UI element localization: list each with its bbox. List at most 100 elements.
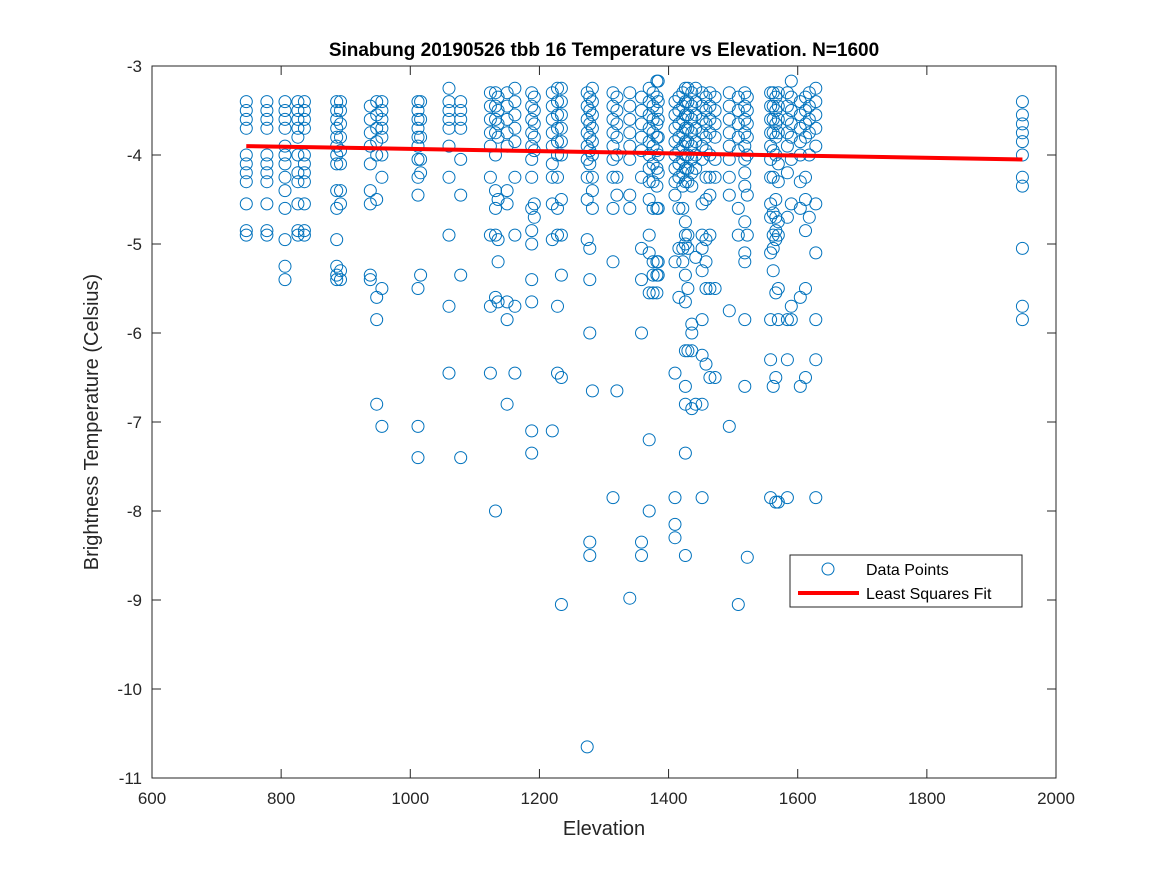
data-point	[623, 591, 637, 605]
data-point	[508, 228, 522, 242]
data-point	[703, 228, 717, 242]
data-point	[780, 139, 794, 153]
data-point	[278, 259, 292, 273]
data-point	[610, 170, 624, 184]
data-point	[483, 170, 497, 184]
data-point	[491, 130, 505, 144]
data-point	[239, 228, 253, 242]
data-point	[239, 157, 253, 171]
data-point	[780, 491, 794, 505]
x-axis-label: Elevation	[563, 818, 645, 840]
data-point	[489, 504, 502, 518]
data-point	[585, 121, 599, 135]
data-point	[330, 112, 344, 126]
data-point	[769, 193, 783, 206]
data-point	[695, 348, 709, 362]
data-point	[731, 144, 745, 158]
data-point	[681, 95, 695, 109]
data-point	[771, 215, 785, 229]
data-point	[508, 299, 522, 313]
data-point	[642, 121, 656, 135]
data-point	[330, 95, 344, 109]
data-point	[239, 104, 253, 117]
data-point	[525, 237, 539, 251]
data-point	[699, 233, 713, 247]
data-point	[802, 99, 816, 113]
data-point	[527, 117, 541, 131]
data-point	[297, 112, 311, 126]
data-point	[651, 130, 665, 144]
data-point	[1015, 148, 1029, 162]
data-point	[764, 197, 778, 211]
data-point	[500, 313, 514, 327]
data-point	[635, 130, 648, 144]
data-point	[668, 491, 682, 505]
data-point	[508, 81, 522, 95]
data-point	[780, 166, 794, 180]
data-point	[651, 166, 665, 180]
data-point	[527, 90, 541, 104]
data-point	[681, 344, 695, 358]
data-point	[527, 130, 541, 144]
data-point	[606, 255, 620, 269]
data-point	[278, 112, 292, 126]
data-point	[260, 157, 274, 171]
data-point	[738, 379, 752, 393]
data-point	[411, 104, 425, 117]
data-point	[585, 135, 599, 149]
data-point	[1015, 95, 1029, 109]
data-point	[681, 241, 695, 255]
data-point	[330, 268, 344, 282]
x-tick-label: 800	[267, 789, 295, 808]
y-tick-label: -9	[127, 591, 142, 610]
data-point	[334, 104, 347, 117]
data-point	[411, 95, 425, 109]
data-point	[411, 451, 425, 465]
data-point	[363, 197, 377, 211]
data-point	[722, 304, 736, 318]
data-point	[1015, 108, 1029, 122]
data-point	[623, 201, 637, 215]
data-point	[330, 157, 344, 171]
data-point	[650, 90, 664, 104]
data-point	[651, 95, 665, 109]
data-point	[239, 95, 253, 109]
data-point	[291, 95, 305, 109]
data-point	[606, 86, 620, 100]
data-point	[672, 104, 686, 117]
data-point	[799, 170, 812, 184]
data-point	[695, 112, 709, 126]
data-point	[651, 74, 665, 88]
data-point	[642, 193, 656, 206]
data-point	[703, 371, 717, 384]
data-point	[583, 326, 597, 340]
data-point	[551, 135, 564, 149]
data-point	[699, 130, 713, 144]
data-point	[799, 282, 812, 295]
data-point	[585, 148, 599, 162]
data-point	[635, 241, 648, 255]
data-point	[802, 112, 816, 126]
data-point	[672, 241, 686, 255]
data-point	[370, 313, 384, 327]
data-point	[291, 148, 305, 162]
data-point	[780, 210, 794, 224]
data-point	[699, 90, 713, 104]
data-point	[722, 99, 736, 113]
data-point	[370, 193, 384, 206]
data-point	[668, 121, 682, 135]
data-point	[699, 170, 713, 184]
data-point	[676, 201, 690, 215]
data-point	[330, 259, 344, 273]
data-point	[635, 273, 648, 287]
data-point	[442, 366, 456, 380]
data-point	[695, 197, 709, 211]
data-point	[642, 228, 656, 242]
x-tick-label: 1600	[779, 789, 817, 808]
data-point	[766, 170, 780, 184]
data-point	[580, 740, 594, 754]
data-point	[699, 144, 713, 158]
data-point	[731, 90, 745, 104]
data-point	[731, 228, 745, 242]
x-tick-label: 1200	[521, 789, 559, 808]
